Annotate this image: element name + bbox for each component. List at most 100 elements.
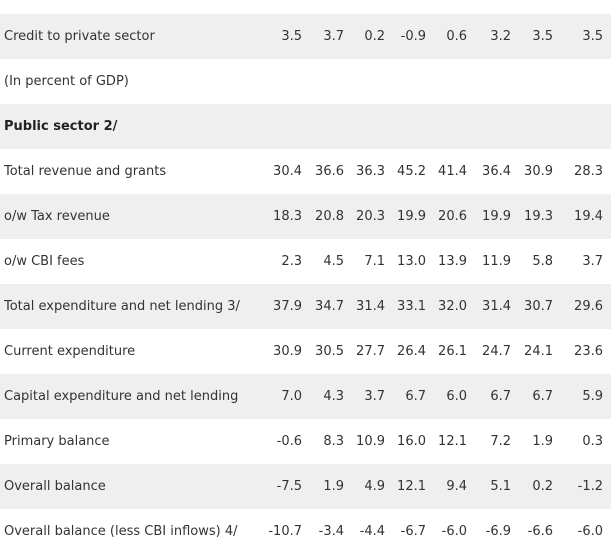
table-cell: 19.4 (574, 209, 603, 224)
table-cell: 1.9 (532, 434, 553, 449)
row-label: o/w Tax revenue (4, 209, 110, 224)
section-title: Public sector 2/ (4, 119, 118, 134)
table-cell: 3.5 (582, 29, 603, 44)
row-label: Total expenditure and net lending 3/ (4, 299, 240, 314)
table-cell: -7.5 (276, 479, 302, 494)
table-cell: 30.7 (524, 299, 553, 314)
row-label: Overall balance (4, 479, 106, 494)
table-cell: 19.9 (482, 209, 511, 224)
table-cell: 36.4 (482, 164, 511, 179)
table-cell: 20.3 (356, 209, 385, 224)
row-label: Capital expenditure and net lending (4, 389, 239, 404)
table-cell: -6.0 (577, 524, 603, 539)
table-row: Current expenditure 30.9 30.5 27.7 26.4 … (0, 329, 611, 374)
table-cell: 3.5 (281, 29, 302, 44)
section-note-row: (In percent of GDP) (0, 59, 611, 104)
table-cell: 26.1 (438, 344, 467, 359)
table-row: Overall balance -7.5 1.9 4.9 12.1 9.4 5.… (0, 464, 611, 509)
table-top-edge (0, 0, 611, 14)
table-cell: -0.9 (400, 29, 426, 44)
table-cell: -6.7 (400, 524, 426, 539)
table-cell: -1.2 (577, 479, 603, 494)
table-cell: 19.9 (397, 209, 426, 224)
table-cell: 11.9 (482, 254, 511, 269)
table-cell: 18.3 (273, 209, 302, 224)
table-cell: -6.9 (485, 524, 511, 539)
table-row: Capital expenditure and net lending 7.0 … (0, 374, 611, 419)
fiscal-data-table: Credit to private sector 3.5 3.7 0.2 -0.… (0, 14, 611, 554)
table-row: Credit to private sector 3.5 3.7 0.2 -0.… (0, 14, 611, 59)
table-cell: 8.3 (323, 434, 344, 449)
table-cell: 6.7 (490, 389, 511, 404)
row-label: Current expenditure (4, 344, 136, 359)
table-cell: 27.7 (356, 344, 385, 359)
table-cell: 3.7 (582, 254, 603, 269)
row-label: o/w CBI fees (4, 254, 85, 269)
table-cell: 7.0 (281, 389, 302, 404)
table-cell: 16.0 (397, 434, 426, 449)
table-cell: 26.4 (397, 344, 426, 359)
table-cell: 19.3 (524, 209, 553, 224)
table-cell: 28.3 (574, 164, 603, 179)
table-cell: 0.2 (532, 479, 553, 494)
table-cell: 9.4 (446, 479, 467, 494)
row-label: Total revenue and grants (4, 164, 167, 179)
table-cell: 3.5 (532, 29, 553, 44)
table-cell: 36.3 (356, 164, 385, 179)
table-cell: 30.4 (273, 164, 302, 179)
table-cell: 5.8 (532, 254, 553, 269)
table-cell: 24.7 (482, 344, 511, 359)
table-cell: 30.5 (315, 344, 344, 359)
table-cell: 7.1 (364, 254, 385, 269)
table-cell: 20.6 (438, 209, 467, 224)
table-cell: 34.7 (315, 299, 344, 314)
table-cell: 6.0 (446, 389, 467, 404)
table-cell: 7.2 (490, 434, 511, 449)
table-cell: 5.1 (490, 479, 511, 494)
table-cell: 0.3 (582, 434, 603, 449)
table-cell: 3.7 (364, 389, 385, 404)
table-cell: -6.6 (527, 524, 553, 539)
table-cell: 45.2 (397, 164, 426, 179)
section-header-row: Public sector 2/ (0, 104, 611, 149)
table-cell: 2.3 (281, 254, 302, 269)
table-cell: 4.9 (364, 479, 385, 494)
table-cell: 10.9 (356, 434, 385, 449)
table-cell: 36.6 (315, 164, 344, 179)
table-cell: 33.1 (397, 299, 426, 314)
table-cell: 1.9 (323, 479, 344, 494)
table-cell: 29.6 (574, 299, 603, 314)
table-cell: 5.9 (582, 389, 603, 404)
row-label: Primary balance (4, 434, 110, 449)
table-cell: 13.0 (397, 254, 426, 269)
table-cell: 31.4 (356, 299, 385, 314)
table-row: Total revenue and grants 30.4 36.6 36.3 … (0, 149, 611, 194)
table-cell: -10.7 (268, 524, 302, 539)
table-cell: 37.9 (273, 299, 302, 314)
table-cell: 3.2 (490, 29, 511, 44)
table-cell: 30.9 (524, 164, 553, 179)
table-cell: 6.7 (405, 389, 426, 404)
unit-note: (In percent of GDP) (4, 74, 129, 89)
table-cell: 13.9 (438, 254, 467, 269)
table-cell: 31.4 (482, 299, 511, 314)
table-row: Primary balance -0.6 8.3 10.9 16.0 12.1 … (0, 419, 611, 464)
table-cell: 4.3 (323, 389, 344, 404)
table-cell: 12.1 (438, 434, 467, 449)
table-cell: 6.7 (532, 389, 553, 404)
table-cell: -3.4 (318, 524, 344, 539)
table-row: Total expenditure and net lending 3/ 37.… (0, 284, 611, 329)
table-cell: 4.5 (323, 254, 344, 269)
table-cell: 23.6 (574, 344, 603, 359)
table-cell: 0.6 (446, 29, 467, 44)
table-cell: 0.2 (364, 29, 385, 44)
table-cell: -0.6 (276, 434, 302, 449)
table-cell: -6.0 (441, 524, 467, 539)
table-cell: 30.9 (273, 344, 302, 359)
table-row: o/w CBI fees 2.3 4.5 7.1 13.0 13.9 11.9 … (0, 239, 611, 284)
table-row: Overall balance (less CBI inflows) 4/ -1… (0, 509, 611, 554)
table-cell: 3.7 (323, 29, 344, 44)
table-cell: -4.4 (359, 524, 385, 539)
table-cell: 41.4 (438, 164, 467, 179)
table-cell: 12.1 (397, 479, 426, 494)
